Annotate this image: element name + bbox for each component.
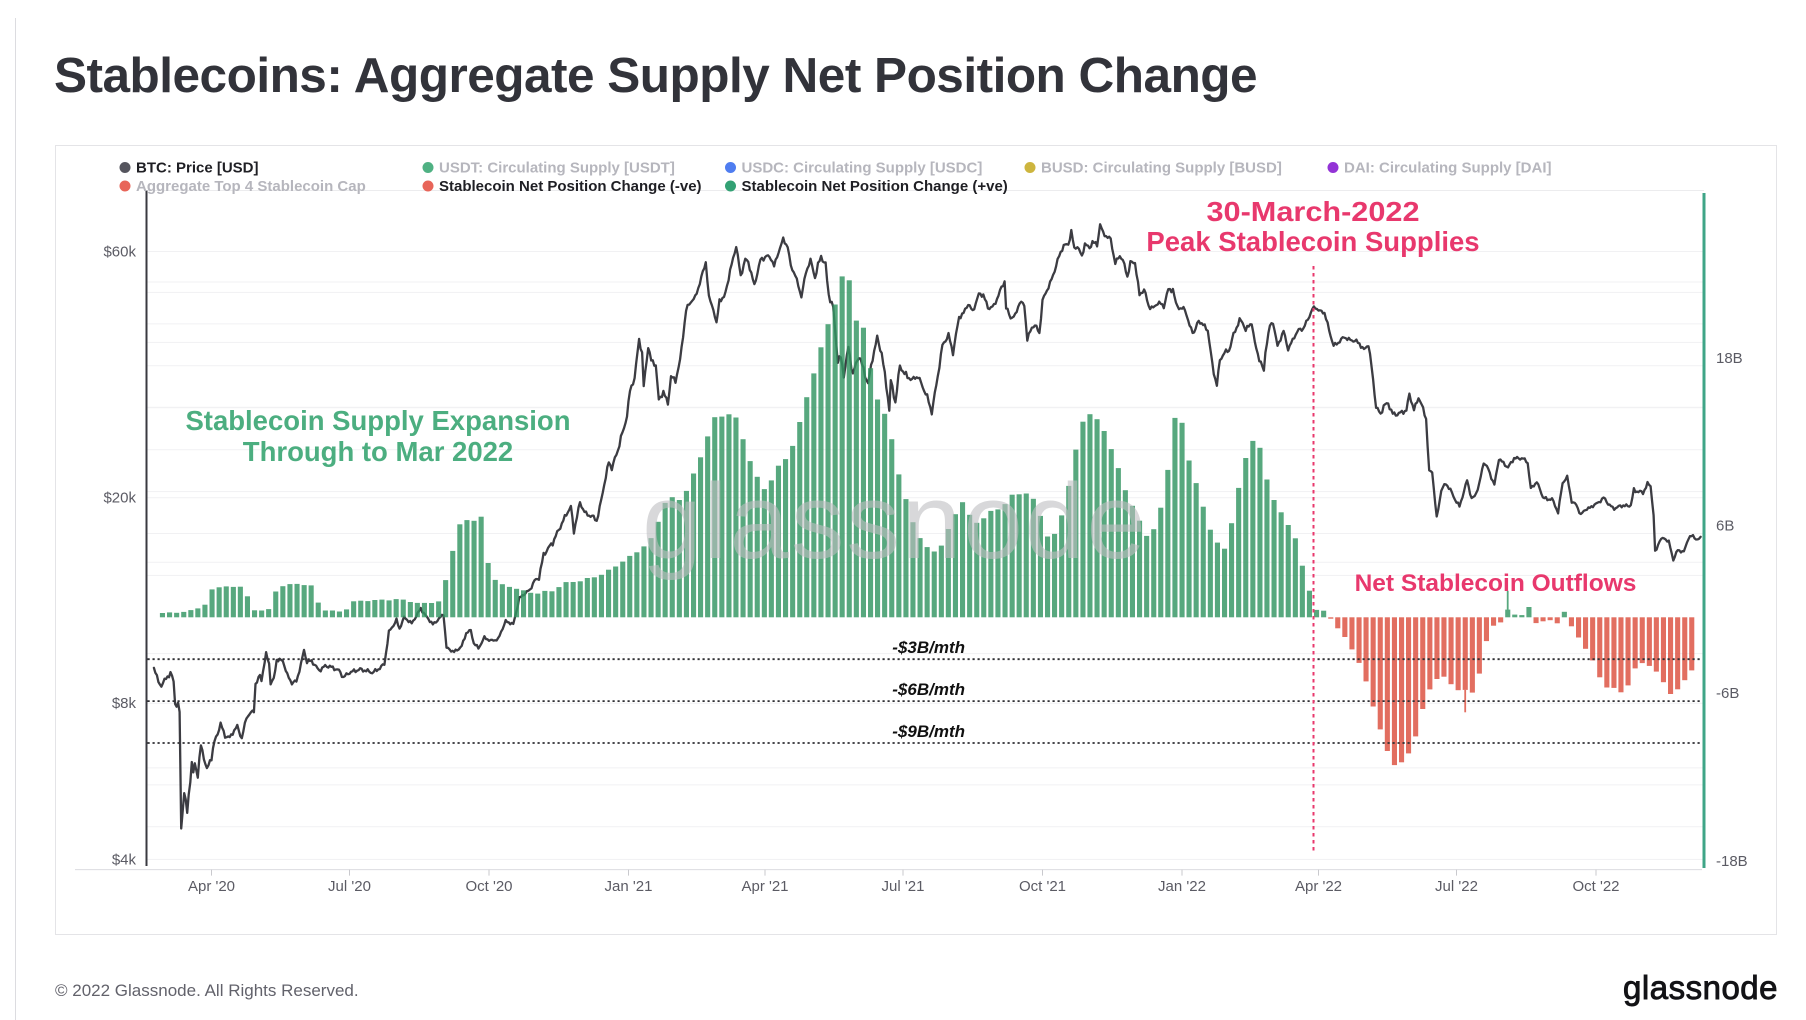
svg-text:Stablecoins: Aggregate Supply: Stablecoins: Aggregate Supply Net Positi… [54, 48, 1257, 103]
svg-text:Through to Mar 2022: Through to Mar 2022 [243, 436, 513, 467]
svg-text:$60k: $60k [103, 244, 136, 261]
svg-text:-18B: -18B [1716, 853, 1748, 870]
svg-text:Jul '21: Jul '21 [882, 878, 925, 895]
svg-text:Peak Stablecoin Supplies: Peak Stablecoin Supplies [1146, 226, 1479, 257]
svg-text:Apr '22: Apr '22 [1295, 878, 1342, 895]
svg-text:$20k: $20k [103, 490, 136, 507]
svg-text:$8k: $8k [112, 695, 137, 712]
svg-text:glassnode: glassnode [642, 461, 1148, 581]
svg-text:BTC: Price [USD]: BTC: Price [USD] [136, 160, 259, 177]
svg-text:Jul '20: Jul '20 [328, 878, 371, 895]
svg-text:Aggregate Top 4 Stablecoin Cap: Aggregate Top 4 Stablecoin Cap [136, 178, 366, 195]
svg-text:-6B: -6B [1716, 685, 1739, 702]
svg-text:Jan '22: Jan '22 [1158, 878, 1206, 895]
svg-text:-$6B/mth: -$6B/mth [892, 680, 965, 699]
svg-text:6B: 6B [1716, 518, 1734, 535]
svg-text:Net Stablecoin Outflows: Net Stablecoin Outflows [1355, 570, 1637, 597]
svg-text:Stablecoin Net Position Change: Stablecoin Net Position Change (-ve) [439, 178, 702, 195]
svg-text:BUSD: Circulating Supply [BUSD: BUSD: Circulating Supply [BUSD] [1041, 160, 1282, 177]
svg-text:Jan '21: Jan '21 [605, 878, 653, 895]
svg-text:$4k: $4k [112, 851, 137, 868]
svg-text:glassnode: glassnode [1623, 969, 1778, 1006]
svg-text:Oct '21: Oct '21 [1019, 878, 1066, 895]
svg-text:Apr '21: Apr '21 [741, 878, 788, 895]
svg-text:Oct '20: Oct '20 [465, 878, 512, 895]
svg-text:-$9B/mth: -$9B/mth [892, 722, 965, 741]
svg-text:30-March-2022: 30-March-2022 [1207, 196, 1420, 227]
svg-text:Oct '22: Oct '22 [1572, 878, 1619, 895]
svg-text:Stablecoin Net Position Change: Stablecoin Net Position Change (+ve) [742, 178, 1008, 195]
svg-text:Apr '20: Apr '20 [188, 878, 235, 895]
svg-text:DAI: Circulating Supply [DAI]: DAI: Circulating Supply [DAI] [1344, 160, 1552, 177]
svg-text:USDC: Circulating Supply [USDC: USDC: Circulating Supply [USDC] [742, 160, 983, 177]
svg-text:-$3B/mth: -$3B/mth [892, 638, 965, 657]
svg-text:18B: 18B [1716, 350, 1743, 367]
svg-text:Jul '22: Jul '22 [1435, 878, 1478, 895]
svg-text:© 2022 Glassnode. All Rights R: © 2022 Glassnode. All Rights Reserved. [55, 981, 359, 1000]
svg-text:Stablecoin Supply Expansion: Stablecoin Supply Expansion [185, 405, 570, 436]
svg-text:USDT: Circulating Supply [USDT: USDT: Circulating Supply [USDT] [439, 160, 675, 177]
